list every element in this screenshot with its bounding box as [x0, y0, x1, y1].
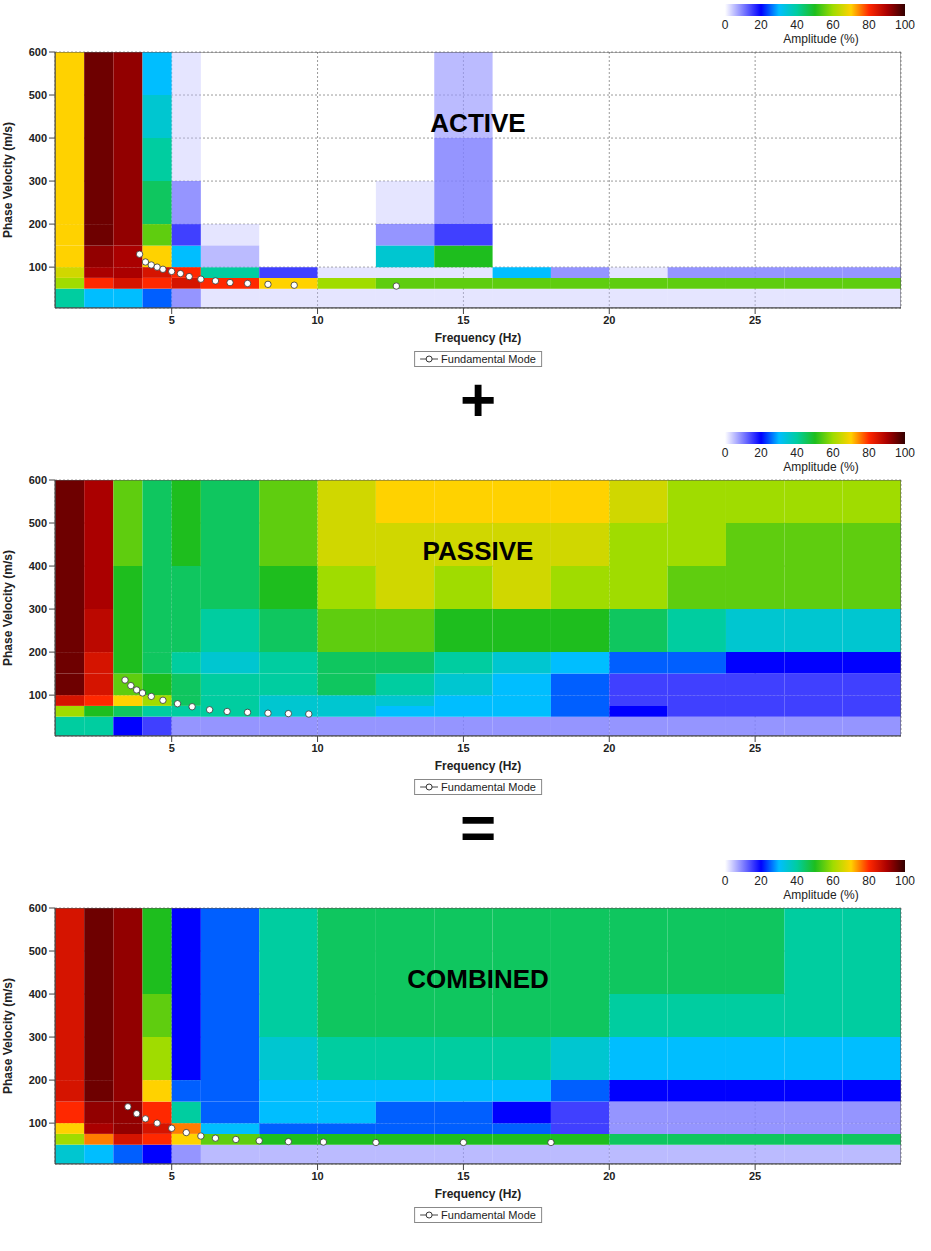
svg-text:300: 300	[29, 603, 47, 615]
svg-text:40: 40	[790, 446, 804, 460]
svg-text:400: 400	[29, 560, 47, 572]
html-text:Fundamental Mode: Fundamental Mode	[441, 781, 536, 793]
svg-text:400: 400	[29, 988, 47, 1000]
svg-text:80: 80	[862, 874, 876, 888]
svg-text:Phase Velocity (m/s): Phase Velocity (m/s)	[1, 550, 15, 666]
svg-text:500: 500	[29, 89, 47, 101]
svg-text:25: 25	[749, 1170, 761, 1182]
svg-text:200: 200	[29, 1074, 47, 1086]
html-text:Fundamental Mode: Fundamental Mode	[441, 1209, 536, 1221]
svg-text:20: 20	[754, 874, 768, 888]
svg-text:60: 60	[826, 874, 840, 888]
svg-text:600: 600	[29, 474, 47, 486]
svg-text:80: 80	[862, 446, 876, 460]
svg-text:600: 600	[29, 46, 47, 58]
svg-text:25: 25	[749, 314, 761, 326]
svg-text:20: 20	[603, 314, 615, 326]
svg-text:500: 500	[29, 945, 47, 957]
svg-text:40: 40	[790, 874, 804, 888]
svg-text:40: 40	[790, 18, 804, 32]
html-text:Fundamental Mode: Fundamental Mode	[441, 353, 536, 365]
html-text:COMBINED: COMBINED	[407, 964, 549, 994]
svg-text:400: 400	[29, 132, 47, 144]
svg-text:100: 100	[29, 261, 47, 273]
svg-text:600: 600	[29, 902, 47, 914]
html-text:ACTIVE: ACTIVE	[430, 108, 526, 138]
svg-text:Amplitude (%): Amplitude (%)	[783, 32, 858, 46]
svg-text:Frequency (Hz): Frequency (Hz)	[435, 1187, 522, 1201]
svg-text:10: 10	[311, 314, 323, 326]
svg-text:100: 100	[895, 874, 915, 888]
svg-text:0: 0	[722, 18, 729, 32]
svg-text:5: 5	[169, 314, 175, 326]
svg-text:10: 10	[311, 742, 323, 754]
svg-text:0: 0	[722, 874, 729, 888]
svg-text:Amplitude (%): Amplitude (%)	[783, 888, 858, 902]
svg-text:5: 5	[169, 742, 175, 754]
svg-text:Frequency (Hz): Frequency (Hz)	[435, 759, 522, 773]
svg-text:15: 15	[457, 314, 469, 326]
svg-text:25: 25	[749, 742, 761, 754]
svg-text:10: 10	[311, 1170, 323, 1182]
svg-text:20: 20	[754, 446, 768, 460]
html-text:PASSIVE: PASSIVE	[422, 536, 534, 566]
svg-text:20: 20	[754, 18, 768, 32]
svg-text:300: 300	[29, 1031, 47, 1043]
svg-text:15: 15	[457, 1170, 469, 1182]
svg-text:20: 20	[603, 742, 615, 754]
svg-text:100: 100	[895, 18, 915, 32]
svg-text:Frequency (Hz): Frequency (Hz)	[435, 331, 522, 345]
svg-text:15: 15	[457, 742, 469, 754]
svg-text:60: 60	[826, 18, 840, 32]
svg-text:100: 100	[29, 1117, 47, 1129]
svg-text:500: 500	[29, 517, 47, 529]
svg-text:60: 60	[826, 446, 840, 460]
svg-text:Phase Velocity (m/s): Phase Velocity (m/s)	[1, 122, 15, 238]
svg-text:0: 0	[722, 446, 729, 460]
svg-text:300: 300	[29, 175, 47, 187]
svg-text:5: 5	[169, 1170, 175, 1182]
svg-text:100: 100	[895, 446, 915, 460]
svg-text:Phase Velocity (m/s): Phase Velocity (m/s)	[1, 978, 15, 1094]
svg-text:200: 200	[29, 646, 47, 658]
svg-text:200: 200	[29, 218, 47, 230]
svg-text:80: 80	[862, 18, 876, 32]
svg-text:20: 20	[603, 1170, 615, 1182]
svg-text:Amplitude (%): Amplitude (%)	[783, 460, 858, 474]
svg-text:100: 100	[29, 689, 47, 701]
